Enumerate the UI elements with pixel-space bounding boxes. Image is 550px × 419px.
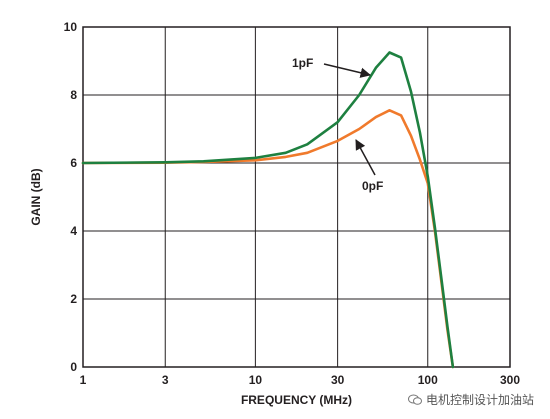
annotation-0pf: 0pF (362, 179, 383, 193)
x-tick-label: 30 (331, 373, 345, 387)
watermark: 电机控制设计加油站 (405, 390, 536, 409)
chat-bubble-icon (407, 394, 422, 405)
y-tick-label: 0 (70, 360, 77, 374)
series-lines (81, 51, 455, 369)
x-tick-label: 10 (249, 373, 263, 387)
y-tick-label: 2 (70, 292, 77, 306)
y-axis-label: GAIN (dB) (29, 168, 43, 225)
watermark-text: 电机控制设计加油站 (425, 393, 534, 407)
annotation-arrow-1pf (323, 63, 372, 78)
y-tick-label: 8 (70, 88, 77, 102)
x-tick-labels: 1 3 10 30 100 300 (80, 373, 521, 387)
y-tick-label: 4 (70, 224, 77, 238)
x-axis-label: FREQUENCY (MHz) (241, 393, 352, 407)
series-line-0pf (81, 109, 455, 369)
series-line-1pf (81, 51, 455, 369)
y-tick-label: 6 (70, 156, 77, 170)
x-tick-label: 300 (500, 373, 520, 387)
annotation-1pf: 1pF (292, 56, 313, 70)
annotations: 1pF 0pF (292, 56, 383, 193)
plot-frame (82, 26, 511, 368)
x-tick-label: 3 (162, 373, 169, 387)
annotation-arrow-0pf (355, 139, 376, 176)
x-tick-label: 100 (418, 373, 438, 387)
y-tick-labels: 0 2 4 6 8 10 (64, 20, 78, 374)
y-tick-label: 10 (64, 20, 78, 34)
x-tick-label: 1 (80, 373, 87, 387)
